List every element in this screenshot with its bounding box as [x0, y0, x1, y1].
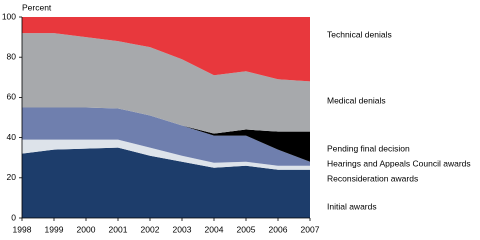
x-tick-label: 2007 — [301, 224, 320, 234]
legend-label: Initial awards — [327, 201, 377, 211]
y-tick-label: 100 — [2, 11, 16, 21]
area — [22, 107, 310, 162]
x-tick-label: 2006 — [269, 224, 288, 234]
x-tick-label: 2003 — [173, 224, 192, 234]
legend-label: Technical denials — [327, 29, 392, 39]
x-tick-label: 2001 — [109, 224, 128, 234]
x-tick-label: 2005 — [237, 224, 256, 234]
y-tick-label: 40 — [7, 132, 17, 142]
legend-label: Hearings and Appeals Council awards — [327, 158, 471, 168]
x-tick-label: 2002 — [141, 224, 160, 234]
x-tick-label: 2004 — [205, 224, 224, 234]
legend-label: Reconsideration awards — [327, 173, 418, 183]
area — [22, 17, 310, 82]
x-tick-label: 2000 — [77, 224, 96, 234]
x-tick-label: 1999 — [45, 224, 64, 234]
area — [22, 33, 310, 134]
y-axis-label: Percent — [22, 2, 52, 12]
y-tick-label: 60 — [7, 92, 17, 102]
y-tick-label: 0 — [11, 212, 16, 222]
y-tick-label: 20 — [7, 172, 17, 182]
area — [22, 147, 310, 218]
y-tick-label: 80 — [7, 51, 17, 61]
area — [22, 139, 310, 170]
legend-label: Pending final decision — [327, 143, 410, 153]
area — [22, 107, 310, 166]
x-tick-label: 1998 — [13, 224, 32, 234]
legend-label: Medical denials — [327, 95, 386, 105]
